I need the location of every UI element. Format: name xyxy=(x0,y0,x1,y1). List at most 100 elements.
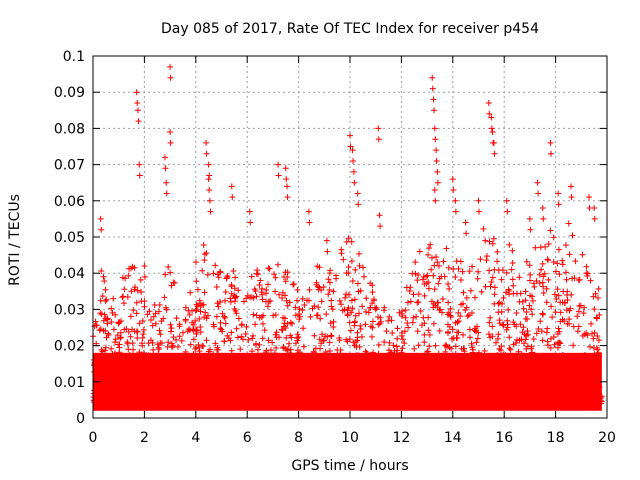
data-point xyxy=(381,355,388,362)
data-point xyxy=(109,309,116,316)
data-point xyxy=(433,384,440,391)
data-point xyxy=(213,313,220,320)
data-point xyxy=(208,381,215,388)
data-point xyxy=(523,308,530,315)
data-point xyxy=(249,335,256,342)
data-point xyxy=(294,337,301,344)
data-point xyxy=(561,299,568,306)
data-point xyxy=(569,232,576,239)
data-point xyxy=(592,394,599,401)
data-point xyxy=(489,274,496,281)
data-point xyxy=(212,340,219,347)
data-point xyxy=(536,271,543,278)
data-point xyxy=(251,386,258,393)
data-point xyxy=(509,247,516,254)
data-point xyxy=(297,351,304,358)
data-point xyxy=(282,165,289,172)
data-point xyxy=(182,304,189,311)
data-point xyxy=(197,323,204,330)
data-point xyxy=(146,308,153,315)
data-point xyxy=(563,307,570,314)
data-point xyxy=(227,298,234,305)
data-point xyxy=(119,368,126,375)
data-point xyxy=(360,264,367,271)
data-point xyxy=(526,358,533,365)
data-point xyxy=(396,309,403,316)
data-point xyxy=(349,387,356,394)
data-point xyxy=(90,356,97,363)
data-point xyxy=(274,386,281,393)
data-point xyxy=(162,381,169,388)
data-point xyxy=(266,390,273,397)
data-point xyxy=(176,321,183,328)
data-point xyxy=(193,327,200,334)
x-tick-label: 14 xyxy=(444,430,462,446)
data-point xyxy=(162,165,169,172)
data-point xyxy=(171,361,178,368)
data-point xyxy=(136,383,143,390)
data-point xyxy=(265,298,272,305)
data-point xyxy=(465,400,472,407)
data-point xyxy=(450,186,457,193)
data-point xyxy=(343,270,350,277)
data-point xyxy=(427,362,434,369)
data-point xyxy=(530,335,537,342)
data-point xyxy=(591,351,598,358)
data-point xyxy=(466,334,473,341)
data-point xyxy=(476,380,483,387)
data-point xyxy=(435,400,442,407)
data-point xyxy=(469,349,476,356)
data-point xyxy=(311,332,318,339)
data-point xyxy=(375,341,382,348)
data-point xyxy=(128,374,135,381)
data-point xyxy=(163,306,170,313)
data-point xyxy=(201,257,208,264)
data-point xyxy=(318,400,325,407)
data-point xyxy=(531,351,538,358)
data-point xyxy=(472,364,479,371)
data-point xyxy=(141,262,148,269)
data-point xyxy=(424,272,431,279)
data-point xyxy=(445,280,452,287)
data-point xyxy=(267,381,274,388)
data-point xyxy=(450,266,457,273)
data-point xyxy=(402,376,409,383)
data-point xyxy=(576,303,583,310)
data-point xyxy=(267,367,274,374)
data-point xyxy=(106,393,113,400)
data-point xyxy=(569,392,576,399)
data-point xyxy=(366,375,373,382)
data-point xyxy=(345,235,352,242)
data-point xyxy=(433,392,440,399)
data-point xyxy=(538,328,545,335)
data-point xyxy=(114,357,121,364)
data-point xyxy=(118,356,125,363)
data-point xyxy=(454,319,461,326)
data-point xyxy=(471,352,478,359)
data-point xyxy=(442,342,449,349)
data-point xyxy=(419,389,426,396)
data-point xyxy=(591,387,598,394)
data-point xyxy=(428,399,435,406)
data-point xyxy=(156,301,163,308)
data-point xyxy=(116,349,123,356)
data-point xyxy=(237,346,244,353)
data-point xyxy=(437,378,444,385)
data-point xyxy=(236,379,243,386)
y-tick-label: 0.1 xyxy=(63,49,85,65)
data-point xyxy=(115,362,122,369)
data-point xyxy=(133,299,140,306)
data-point xyxy=(212,262,219,269)
data-point xyxy=(561,393,568,400)
data-point xyxy=(537,318,544,325)
data-point xyxy=(385,317,392,324)
data-point xyxy=(535,190,542,197)
data-point xyxy=(168,282,175,289)
data-point xyxy=(101,366,108,373)
data-point xyxy=(229,390,236,397)
data-point xyxy=(463,386,470,393)
data-point xyxy=(581,331,588,338)
data-point xyxy=(127,333,134,340)
data-point xyxy=(326,279,333,286)
x-axis-label: GPS time / hours xyxy=(291,458,408,474)
